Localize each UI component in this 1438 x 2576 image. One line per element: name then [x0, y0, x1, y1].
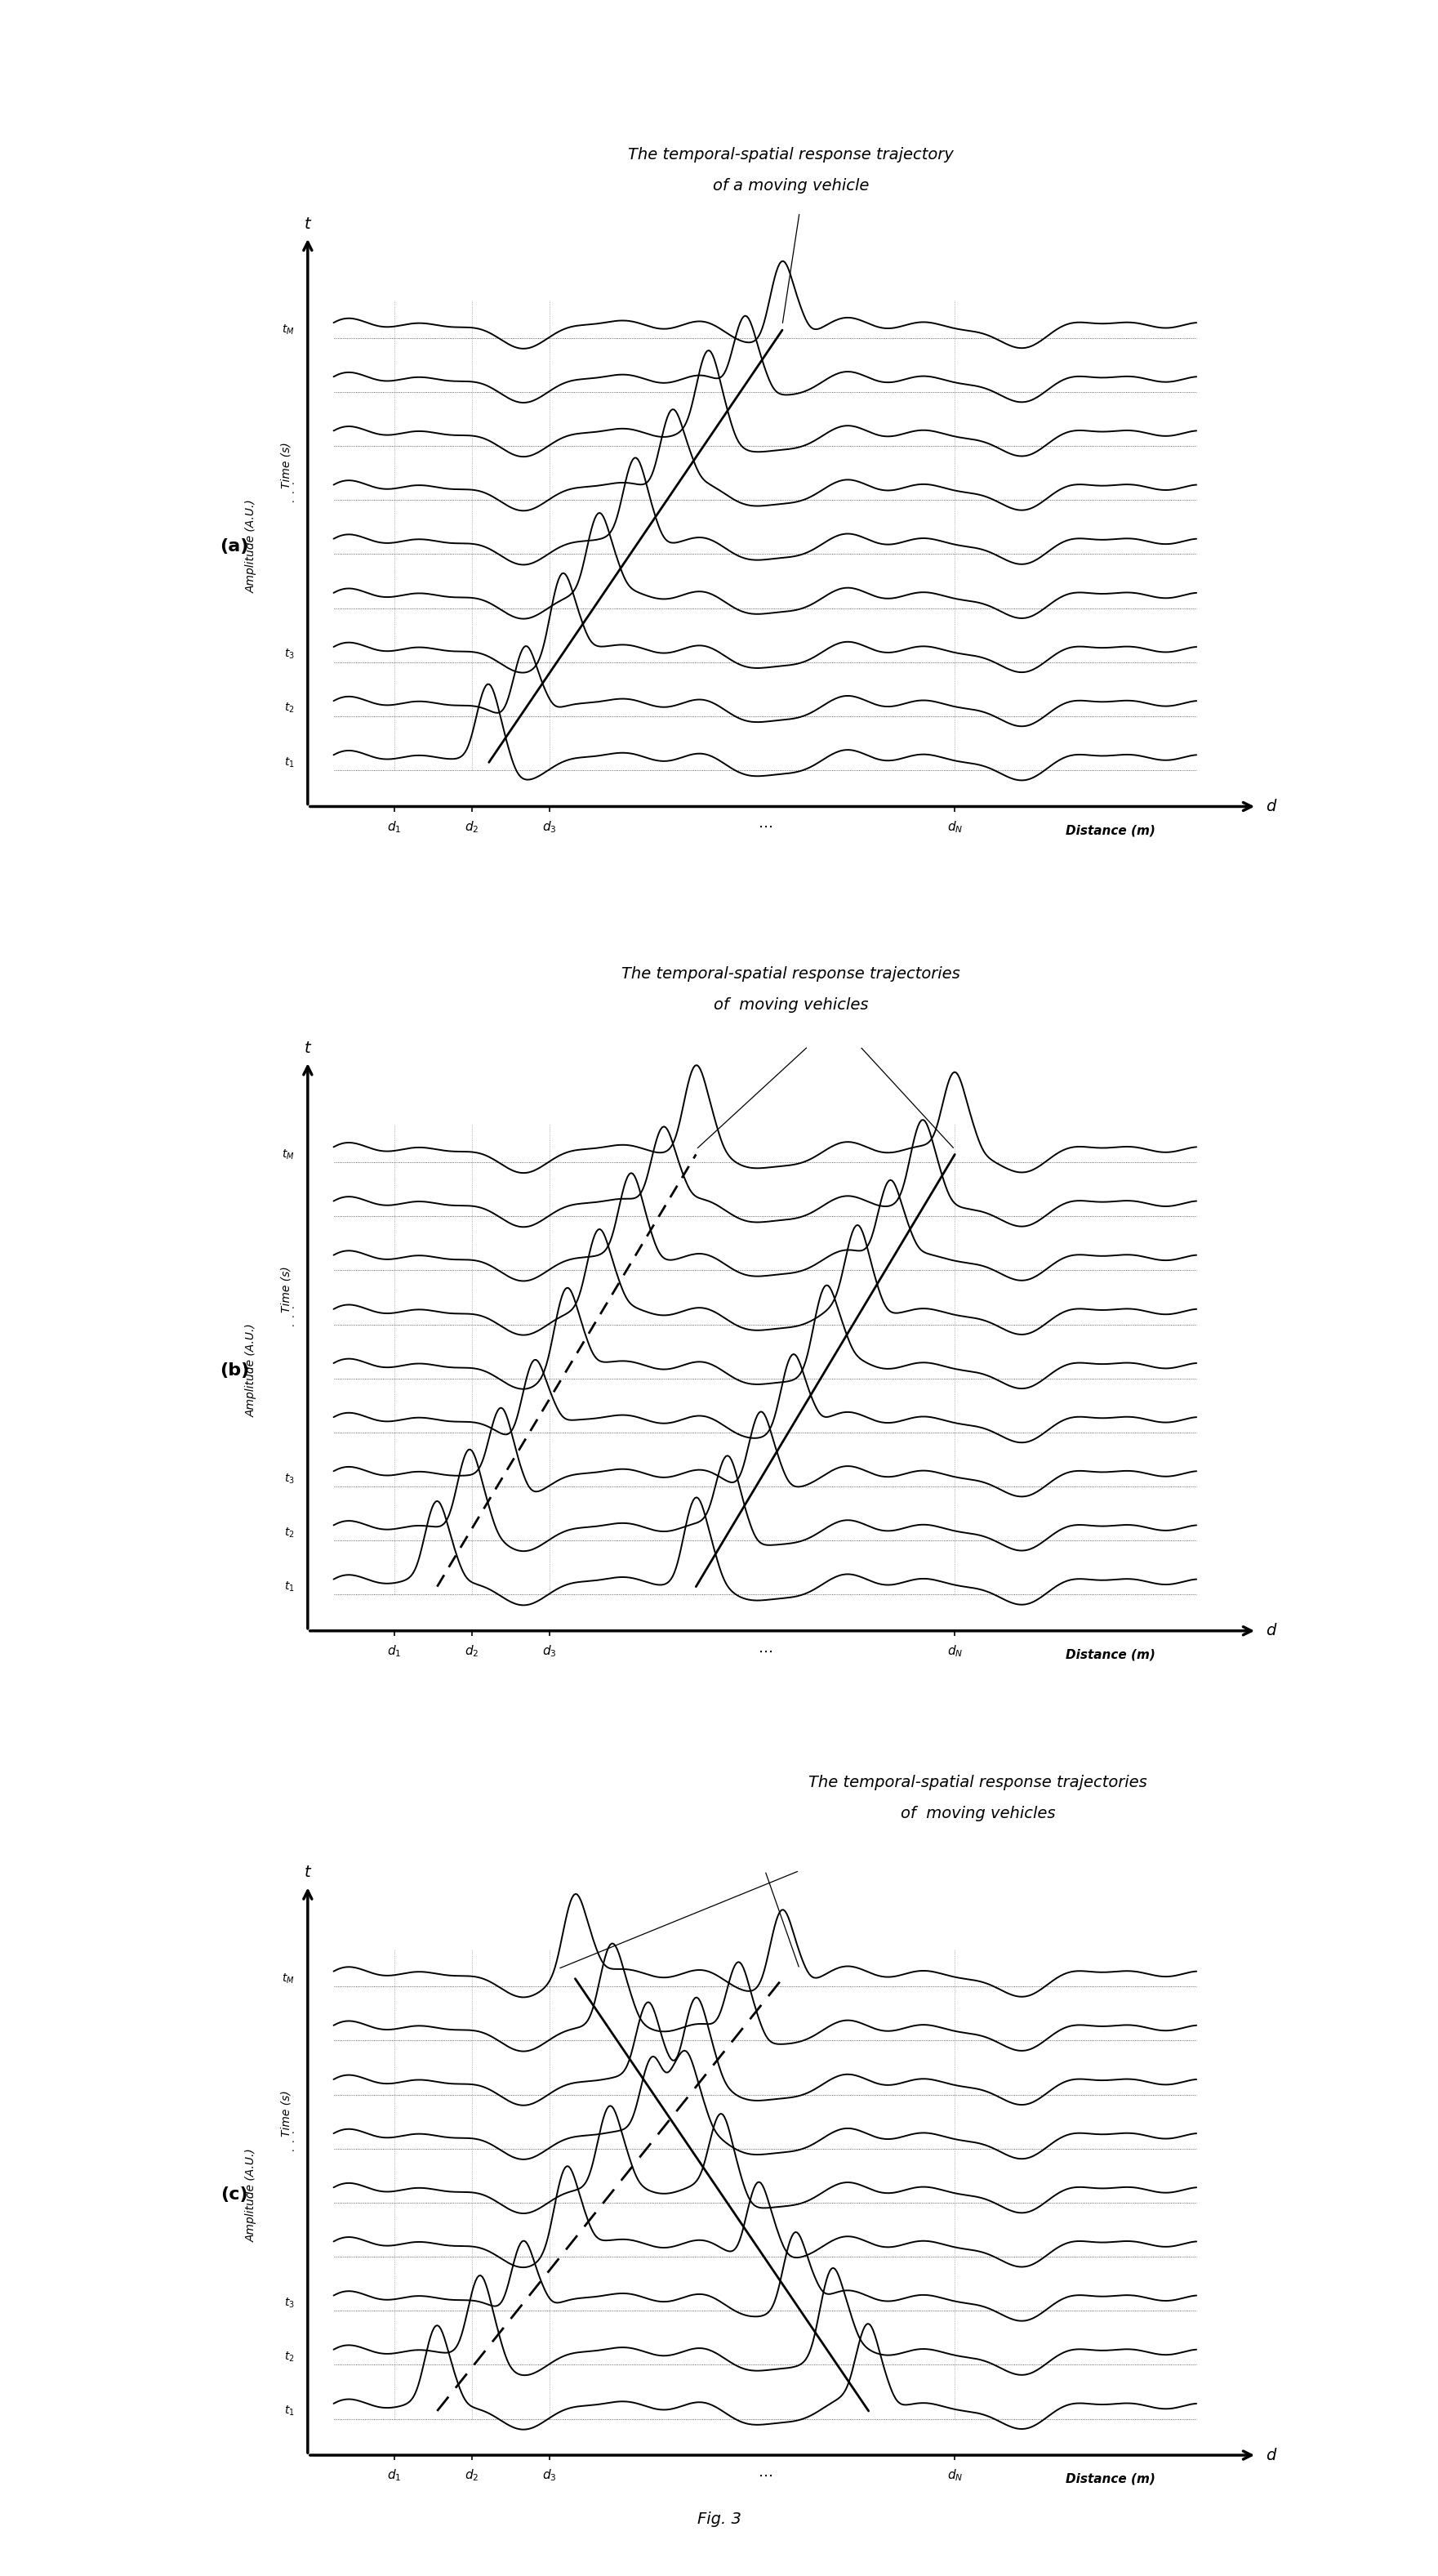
Text: $d_3$: $d_3$	[542, 1643, 557, 1659]
Text: $t_2$: $t_2$	[285, 1525, 295, 1540]
Text: $t_1$: $t_1$	[285, 755, 295, 770]
Text: $t_3$: $t_3$	[285, 647, 295, 662]
Text: $\cdots$: $\cdots$	[758, 819, 772, 835]
Text: Distance (m): Distance (m)	[1066, 1649, 1155, 1662]
Text: (a): (a)	[220, 538, 249, 554]
Text: $d_N$: $d_N$	[948, 819, 962, 835]
Text: $d$: $d$	[1265, 799, 1277, 814]
Text: Distance (m): Distance (m)	[1066, 2473, 1155, 2486]
Text: Time (s): Time (s)	[280, 443, 292, 489]
Text: $d_1$: $d_1$	[387, 819, 401, 835]
Text: $\cdot$
$\cdot$
$\cdot$: $\cdot$ $\cdot$ $\cdot$	[290, 1303, 295, 1332]
Text: $d_2$: $d_2$	[464, 819, 479, 835]
Text: Time (s): Time (s)	[280, 2092, 292, 2138]
Text: Amplitude (A.U.): Amplitude (A.U.)	[246, 2148, 257, 2241]
Text: $d_2$: $d_2$	[464, 2468, 479, 2483]
Text: of a moving vehicle: of a moving vehicle	[713, 178, 869, 193]
Text: $t_M$: $t_M$	[282, 325, 295, 337]
Text: of  moving vehicles: of moving vehicles	[713, 997, 869, 1012]
Text: The temporal-spatial response trajectories: The temporal-spatial response trajectori…	[808, 1775, 1148, 1790]
Text: $d_1$: $d_1$	[387, 1643, 401, 1659]
Text: $\cdots$: $\cdots$	[758, 1643, 772, 1659]
Text: $d_3$: $d_3$	[542, 819, 557, 835]
Text: $d$: $d$	[1265, 2447, 1277, 2463]
Text: $d_N$: $d_N$	[948, 1643, 962, 1659]
Text: $t_1$: $t_1$	[285, 2403, 295, 2419]
Text: of  moving vehicles: of moving vehicles	[900, 1806, 1055, 1821]
Text: $t_3$: $t_3$	[285, 1471, 295, 1486]
Text: $t_1$: $t_1$	[285, 1579, 295, 1595]
Text: Amplitude (A.U.): Amplitude (A.U.)	[246, 1324, 257, 1417]
Text: $t_3$: $t_3$	[285, 2295, 295, 2311]
Text: The temporal-spatial response trajectories: The temporal-spatial response trajectori…	[621, 966, 961, 981]
Text: $t$: $t$	[303, 1041, 312, 1056]
Text: $\cdot$
$\cdot$
$\cdot$: $\cdot$ $\cdot$ $\cdot$	[290, 479, 295, 507]
Text: The temporal-spatial response trajectory: The temporal-spatial response trajectory	[628, 147, 953, 162]
Text: Distance (m): Distance (m)	[1066, 824, 1155, 837]
Text: Amplitude (A.U.): Amplitude (A.U.)	[246, 500, 257, 592]
Text: $t$: $t$	[303, 216, 312, 232]
Text: Time (s): Time (s)	[280, 1267, 292, 1314]
Text: $t_M$: $t_M$	[282, 1973, 295, 1986]
Text: $d$: $d$	[1265, 1623, 1277, 1638]
Text: $t_M$: $t_M$	[282, 1149, 295, 1162]
Text: $d_N$: $d_N$	[948, 2468, 962, 2483]
Text: $d_2$: $d_2$	[464, 1643, 479, 1659]
Text: $t_2$: $t_2$	[285, 2349, 295, 2365]
Text: $t_2$: $t_2$	[285, 701, 295, 716]
Text: (b): (b)	[220, 1363, 249, 1378]
Text: $t$: $t$	[303, 1865, 312, 1880]
Text: (c): (c)	[220, 2187, 249, 2202]
Text: $d_3$: $d_3$	[542, 2468, 557, 2483]
Text: $d_1$: $d_1$	[387, 2468, 401, 2483]
Text: Fig. 3: Fig. 3	[697, 2512, 741, 2527]
Text: $\cdots$: $\cdots$	[758, 2468, 772, 2483]
Text: $\cdot$
$\cdot$
$\cdot$: $\cdot$ $\cdot$ $\cdot$	[290, 2128, 295, 2156]
